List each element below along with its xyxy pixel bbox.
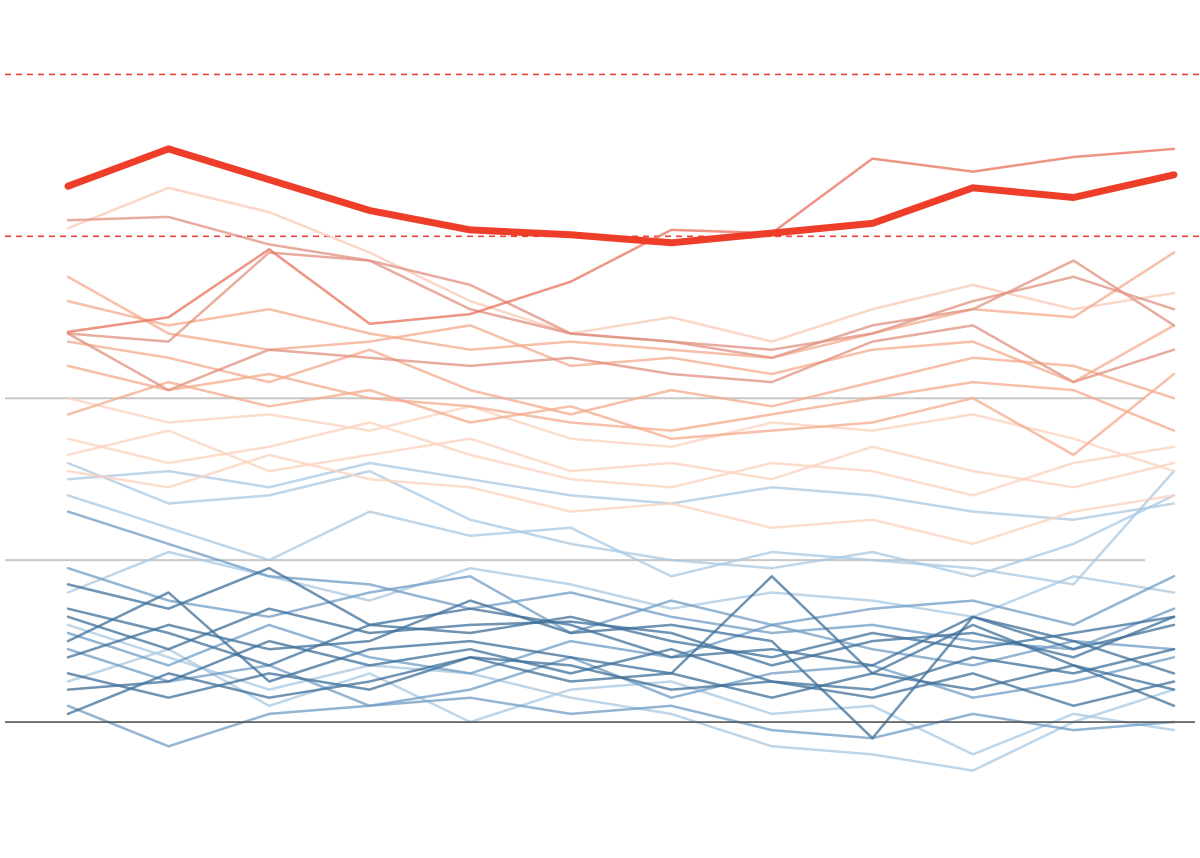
series-line xyxy=(66,623,1176,772)
series-line xyxy=(66,623,1176,675)
series-line xyxy=(66,186,1176,343)
series-line xyxy=(66,421,1176,497)
series-line xyxy=(64,145,1178,247)
series-line xyxy=(66,364,1176,432)
series-line xyxy=(66,469,1176,586)
series-line xyxy=(66,251,1176,360)
series-line xyxy=(66,453,1176,546)
series-line xyxy=(66,251,1176,351)
series-line xyxy=(66,340,1176,416)
series-line xyxy=(66,429,1176,489)
series-line xyxy=(66,639,1176,691)
series-line xyxy=(66,607,1176,667)
series-line xyxy=(66,566,1176,635)
series-line xyxy=(66,396,1176,473)
series-line xyxy=(66,599,1176,740)
series-line xyxy=(66,372,1176,457)
series-line xyxy=(66,275,1176,384)
series-line xyxy=(66,324,1176,392)
series-line xyxy=(66,566,1176,675)
series-line xyxy=(66,696,1176,748)
series-line xyxy=(66,510,1176,651)
series-line xyxy=(66,550,1176,619)
series-line xyxy=(66,656,1176,708)
series-line xyxy=(66,647,1176,756)
series-line xyxy=(66,607,1176,667)
series-line xyxy=(66,575,1176,691)
series-line xyxy=(66,461,1176,521)
series-line xyxy=(66,147,1176,334)
